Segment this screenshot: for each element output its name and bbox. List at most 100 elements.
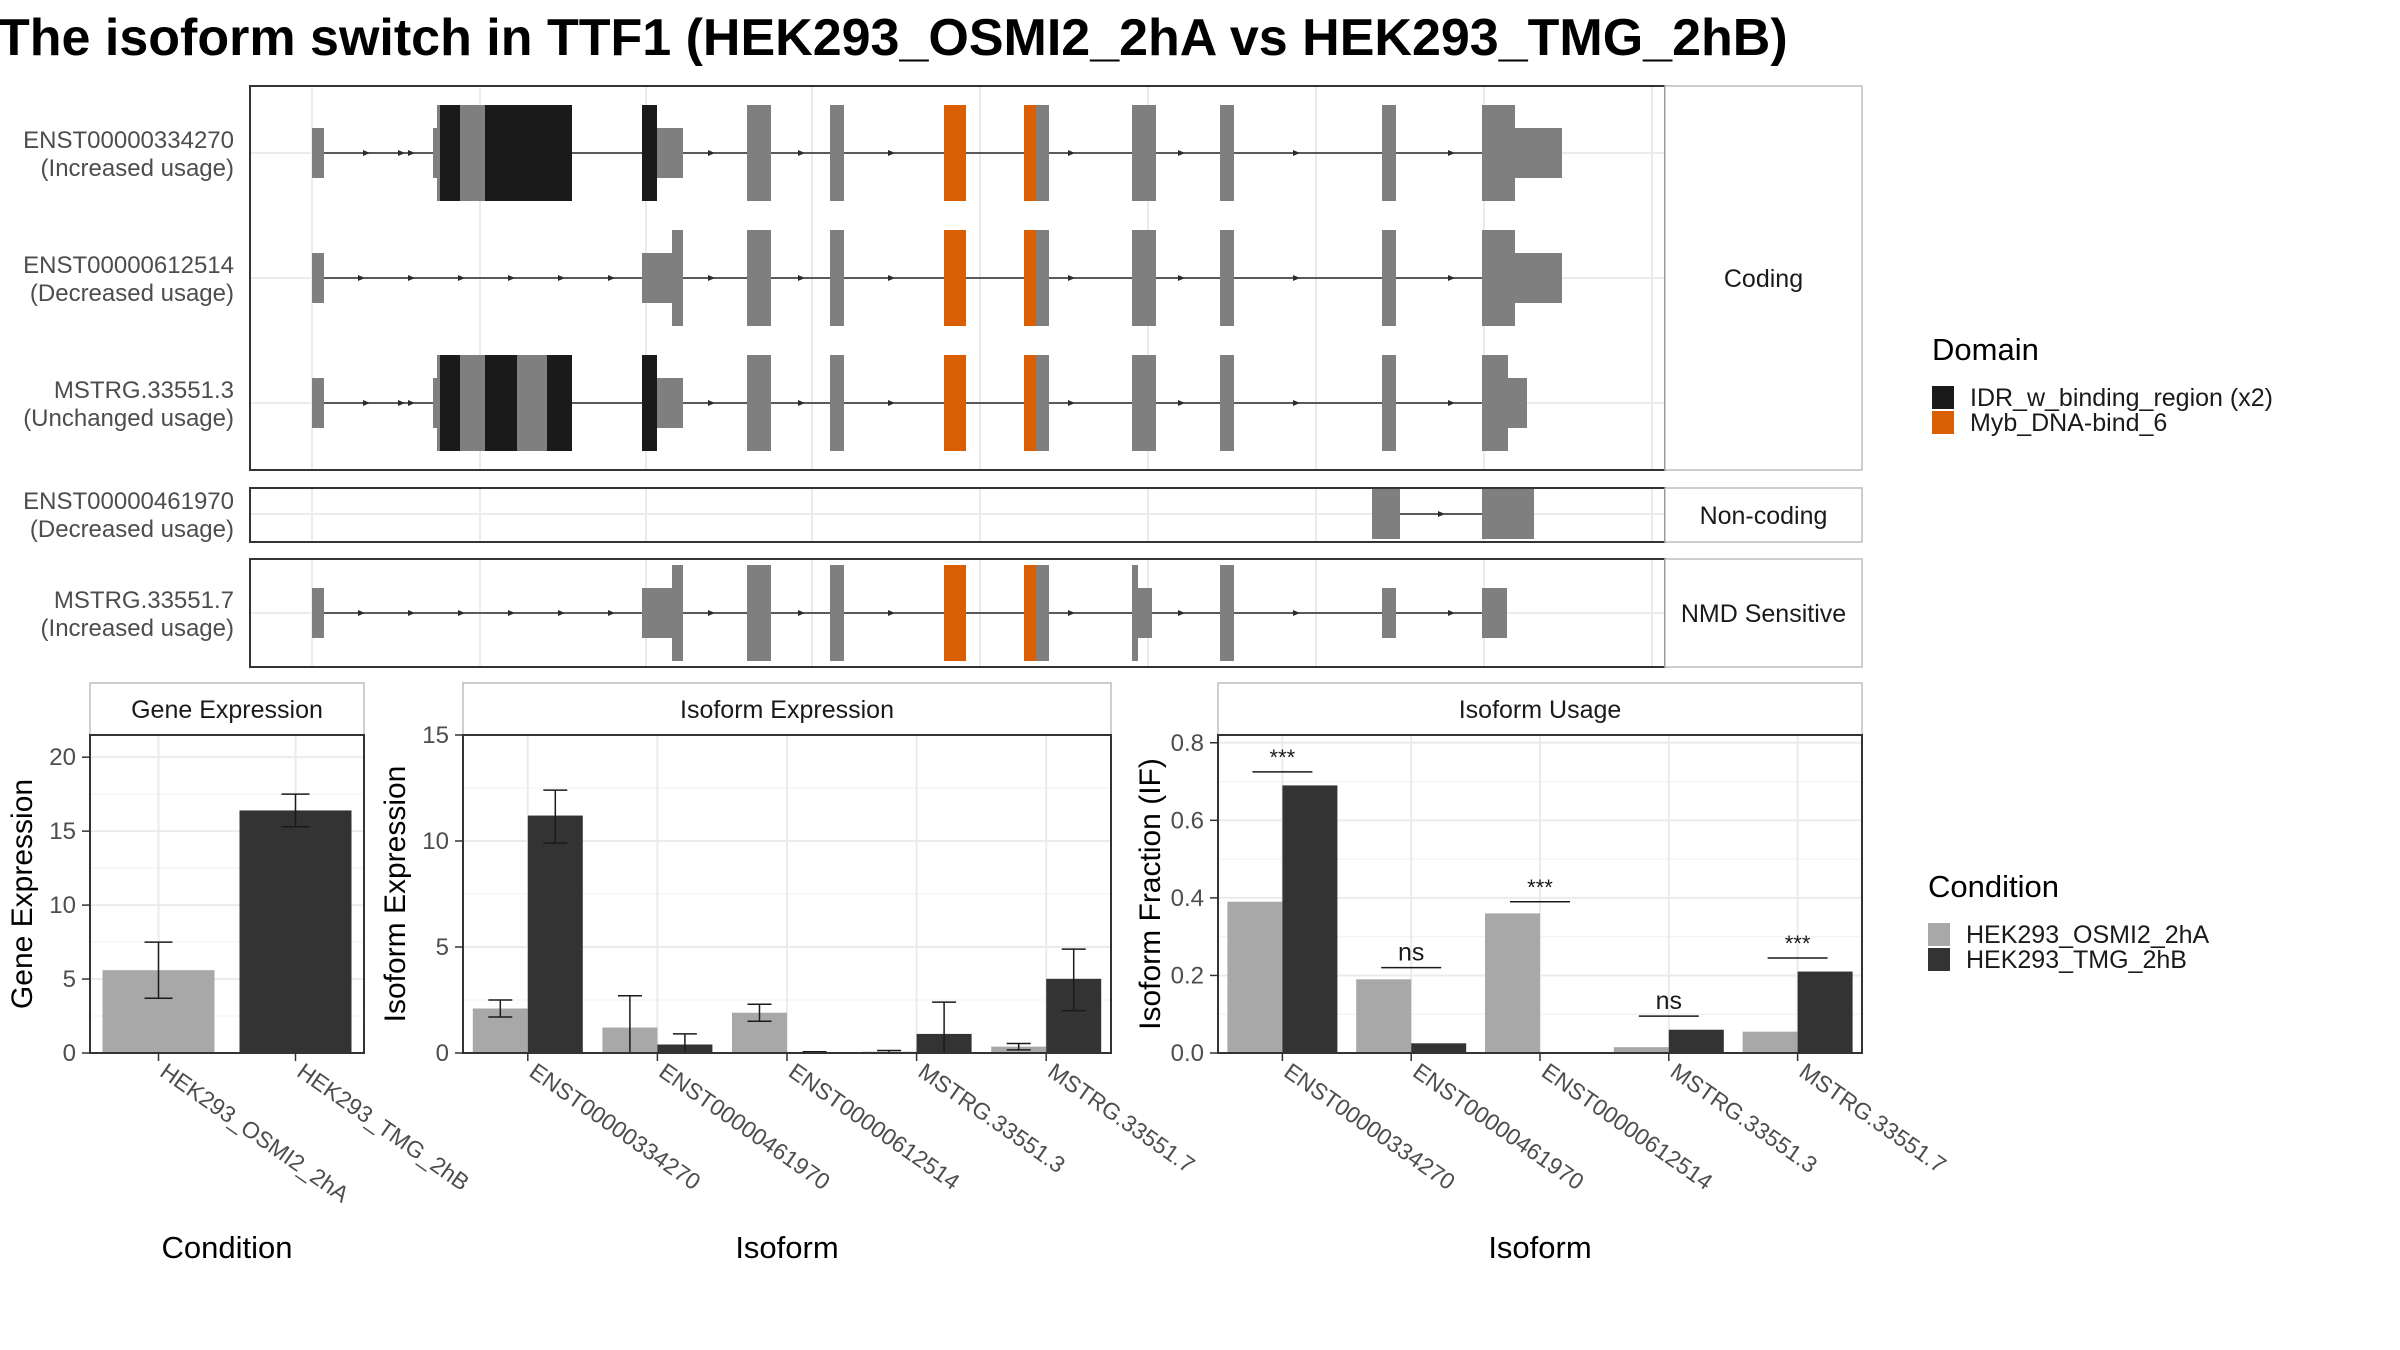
direction-arrow [408, 150, 415, 156]
y-tick-label: 0 [63, 1040, 76, 1067]
y-tick-label: 10 [49, 892, 76, 919]
exon-block [1132, 355, 1156, 451]
facet-strip [1664, 487, 1863, 543]
direction-arrow [1293, 150, 1300, 156]
exon-block [1515, 253, 1562, 303]
exon-block [830, 355, 844, 451]
transcript-id-label: MSTRG.33551.7 [54, 587, 234, 614]
exon-block [1220, 105, 1234, 201]
y-tick-label: 0.8 [1171, 730, 1204, 757]
direction-arrow [608, 610, 615, 616]
direction-arrow [408, 275, 415, 281]
legend-swatch [1932, 411, 1954, 434]
exon-block [642, 588, 672, 638]
exon-block [1382, 588, 1396, 638]
direction-arrow [1293, 610, 1300, 616]
direction-arrow [1068, 400, 1075, 406]
legend-title: Domain [1932, 332, 2039, 367]
transcript-MSTRG.33551.3 [312, 355, 1527, 451]
facet-strip [462, 682, 1112, 736]
direction-arrow [1068, 275, 1075, 281]
direction-arrow [708, 610, 715, 616]
idr-domain-block [485, 105, 572, 201]
exon-block [433, 128, 437, 178]
x-axis-title: Condition [162, 1230, 293, 1265]
facet-strip-label: NMD Sensitive [1681, 600, 1846, 628]
direction-arrow [358, 275, 365, 281]
exon-block [1132, 565, 1138, 661]
idr-domain-block [642, 355, 657, 451]
exon-block [312, 128, 324, 178]
exon-block [1515, 128, 1562, 178]
myb-domain-block [1024, 565, 1036, 661]
direction-arrow [358, 610, 365, 616]
direction-arrow [558, 610, 565, 616]
direction-arrow [708, 400, 715, 406]
y-axis-title: Isoform Expression [379, 766, 412, 1023]
data-bar [1282, 785, 1338, 1053]
transcript-id-label: ENST00000461970 [23, 488, 234, 515]
direction-arrow [708, 150, 715, 156]
exon-block [747, 565, 771, 661]
exon-block [1220, 565, 1234, 661]
bar-chart-2: Isoform Usage *** ns *** ns *** 0.0 0.2 0.4 0.6 0.… [1134, 682, 1951, 1265]
chart-title: Isoform Usage [1459, 696, 1622, 724]
direction-arrow [1178, 610, 1185, 616]
legend-label: Myb_DNA-bind_6 [1970, 409, 2167, 437]
exon-block [672, 565, 683, 661]
figure-title: The isoform switch in TTF1 (HEK293_OSMI2… [0, 9, 1788, 67]
exon-block [1382, 230, 1396, 326]
legend-title: Condition [1928, 869, 2059, 904]
y-tick-label: 15 [422, 722, 449, 749]
myb-domain-block [944, 565, 966, 661]
data-bar [1411, 1043, 1467, 1053]
transcript-status-label: (Increased usage) [41, 615, 234, 642]
direction-arrow [608, 275, 615, 281]
exon-block [672, 230, 683, 326]
direction-arrow [1068, 610, 1075, 616]
direction-arrow [408, 610, 415, 616]
direction-arrow [1068, 150, 1075, 156]
exon-block [1482, 588, 1507, 638]
direction-arrow [888, 150, 895, 156]
structure-group-2: NMD Sensitive [249, 558, 1863, 668]
plot-border [89, 734, 365, 1054]
direction-arrow [408, 400, 415, 406]
y-tick-label: 0.6 [1171, 807, 1204, 834]
significance-label: *** [1527, 875, 1553, 900]
y-tick-label: 5 [436, 934, 449, 961]
legend-swatch [1928, 948, 1950, 971]
exon-block [1482, 105, 1515, 201]
data-bar [1797, 971, 1853, 1053]
exon-block [657, 378, 683, 428]
chart-title: Isoform Expression [680, 696, 894, 724]
exon-block [747, 105, 771, 201]
direction-arrow [1448, 400, 1455, 406]
transcript-ENST00000461970 [1372, 489, 1534, 539]
bar-chart-1: Isoform Expression051015ENST00000334270E… [379, 682, 1200, 1265]
facet-strip-label: Non-coding [1700, 502, 1828, 530]
direction-arrow [888, 275, 895, 281]
direction-arrow [398, 400, 405, 406]
exon-block [1382, 355, 1396, 451]
direction-arrow [458, 275, 465, 281]
direction-arrow [888, 610, 895, 616]
myb-domain-block [1024, 355, 1036, 451]
legend_domain: Domain IDR_w_binding_region (x2)Myb_DNA-b… [1932, 332, 2273, 437]
direction-arrow [363, 400, 370, 406]
direction-arrow [458, 610, 465, 616]
direction-arrow [363, 150, 370, 156]
exon-block [1132, 105, 1156, 201]
idr-domain-block [547, 355, 572, 451]
exon-block [1138, 588, 1152, 638]
direction-arrow [508, 610, 515, 616]
transcript-id-label: ENST00000612514 [23, 252, 234, 279]
x-axis-title: Isoform [1488, 1230, 1591, 1265]
direction-arrow [558, 275, 565, 281]
direction-arrow [1448, 610, 1455, 616]
idr-domain-block [642, 105, 657, 201]
facet-strip [1664, 558, 1863, 668]
y-tick-label: 10 [422, 828, 449, 855]
transcript-id-label: MSTRG.33551.3 [54, 377, 234, 404]
